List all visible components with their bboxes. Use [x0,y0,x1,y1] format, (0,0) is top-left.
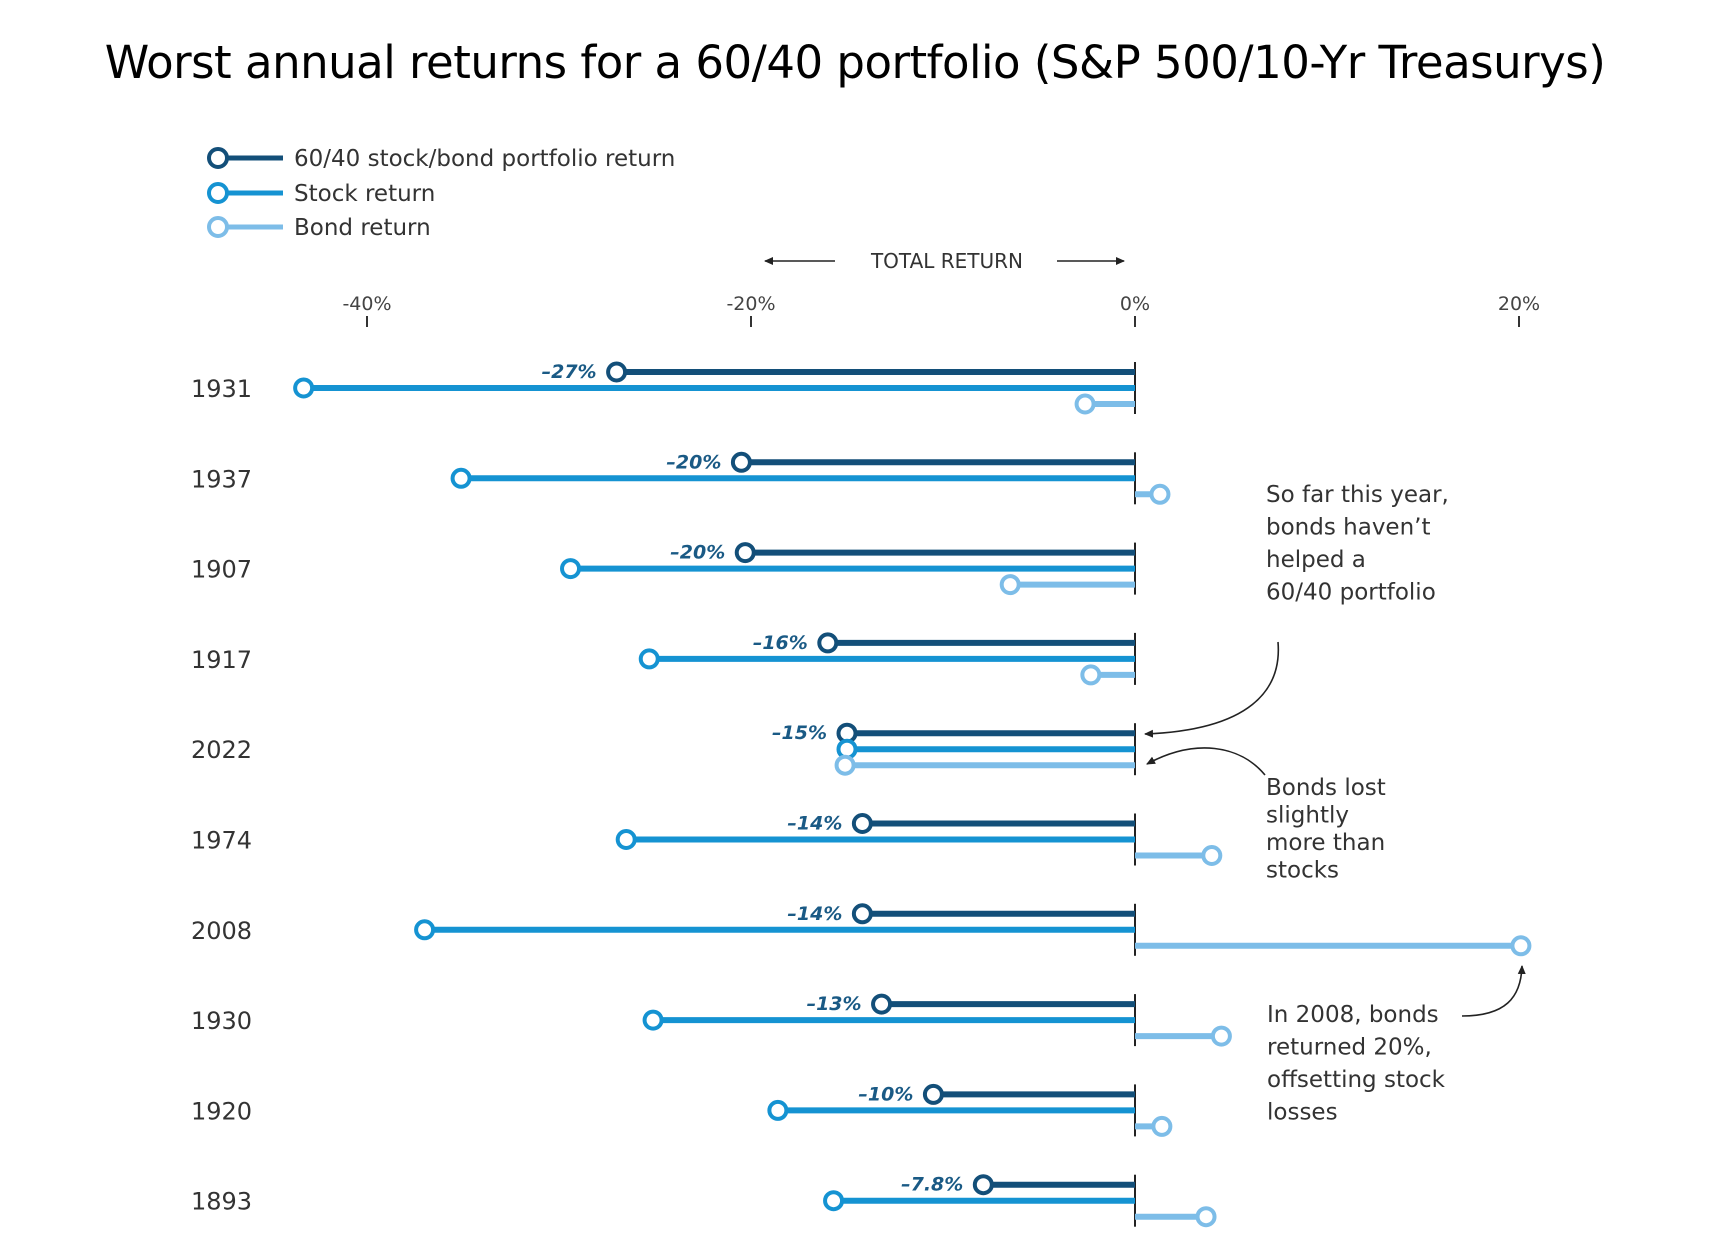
year-label: 1893 [191,1188,252,1216]
annotation-bonds-helped: So far this year, bonds haven’t helped a 60… [1266,482,1449,606]
year-label: 1917 [191,646,252,674]
row-1930: 1930 –13% [191,993,1232,1047]
point-bond [1151,1115,1173,1137]
value-label: –13% [807,993,862,1015]
annotation-line: In 2008, bonds [1267,1002,1439,1028]
tick-label: -20% [726,293,775,315]
point-bond [999,574,1021,596]
year-label: 1907 [191,556,252,584]
value-label: –27% [542,361,597,383]
point-bond [1195,1206,1217,1228]
value-label: –14% [787,813,842,835]
value-label: –14% [787,903,842,925]
value-label: –20% [666,451,721,473]
legend-label-stock: Stock return [294,181,435,207]
year-label: 1930 [191,1007,252,1035]
annotation-line: returned 20%, [1267,1035,1432,1061]
row-1917: 1917 –16% [191,632,1136,686]
year-label: 1937 [191,465,252,493]
point-bond [1074,393,1096,415]
row-1937: 1937 –20% [191,451,1171,505]
row-1974: 1974 –14% [191,813,1223,866]
tick-label: 0% [1120,293,1150,315]
annotation-line: offsetting stock [1267,1067,1446,1093]
point-portfolio [922,1083,944,1105]
point-stock [767,1099,789,1121]
row-1893: 1893 –7.8% [191,1174,1217,1228]
annotation-line: bonds haven’t [1266,515,1430,541]
axis-title: TOTAL RETURN [870,249,1023,273]
year-label: 1920 [191,1097,252,1125]
row-2008: 2008 –14% [191,903,1532,957]
year-label: 1931 [191,375,252,403]
row-1931: 1931 –27% [191,361,1136,415]
value-label: –16% [753,632,808,654]
point-stock [823,1190,845,1212]
annotation-line: stocks [1266,858,1339,884]
point-bond [1201,845,1223,866]
row-1907: 1907 –20% [191,542,1136,596]
tick-label: 20% [1498,293,1540,315]
point-portfolio [851,813,873,834]
point-portfolio [851,903,873,925]
point-portfolio [730,451,752,473]
point-portfolio [972,1174,994,1196]
annotation-line: more than [1266,830,1385,856]
annotation-bonds-2008: In 2008, bonds returned 20%, offsetting st… [1267,1002,1446,1126]
annotation-line: slightly [1266,803,1349,829]
point-bond [834,754,856,776]
x-axis: TOTAL RETURN -40% -20% 0% 20% [342,249,1540,327]
point-portfolio [871,993,893,1015]
point-bond [1080,664,1102,686]
point-stock [293,377,315,399]
legend-marker-bond [207,216,229,238]
legend: 60/40 stock/bond portfolio return Stock r… [207,146,675,241]
year-label: 1974 [191,827,252,855]
point-portfolio [817,632,839,654]
annotation-line: Bonds lost [1266,775,1386,801]
year-label: 2022 [191,736,252,764]
arrow-bonds-helped [1144,641,1280,738]
point-stock [414,919,436,941]
point-bond [1510,935,1532,957]
year-label: 2008 [191,917,252,945]
legend-marker-stock [207,182,229,204]
page-title: Worst annual returns for a 60/40 portfol… [104,36,1606,89]
point-stock [560,558,582,580]
plot-rows: 1931 –27% 1937 –20% 1907 –20% 1917 –16% 2022 –15%… [191,361,1532,1228]
point-stock [615,829,637,850]
arrow-bonds-2008 [1461,965,1526,1017]
annotation-line: helped a [1266,547,1366,573]
value-label: –20% [670,542,725,564]
annotation-line: losses [1267,1100,1338,1126]
point-portfolio [734,542,756,564]
point-stock [642,1009,664,1031]
point-bond [1149,483,1171,505]
annotations: So far this year, bonds haven’t helped a 60… [1144,482,1526,1126]
annotation-line: 60/40 portfolio [1266,580,1436,606]
arrow-bonds-lost [1146,747,1266,776]
legend-label-portfolio: 60/40 stock/bond portfolio return [294,146,675,172]
legend-label-bond: Bond return [294,215,431,241]
value-label: –15% [772,722,827,744]
value-label: –10% [858,1083,913,1105]
point-portfolio [606,361,628,383]
annotation-line: So far this year, [1266,482,1449,508]
point-bond [1210,1025,1232,1047]
value-label: –7.8% [901,1174,963,1196]
legend-marker-portfolio [207,147,229,169]
row-1920: 1920 –10% [191,1083,1173,1137]
point-stock [450,467,472,489]
tick-label: -40% [342,293,391,315]
point-stock [638,648,660,670]
row-2022: 2022 –15% [191,722,1136,776]
